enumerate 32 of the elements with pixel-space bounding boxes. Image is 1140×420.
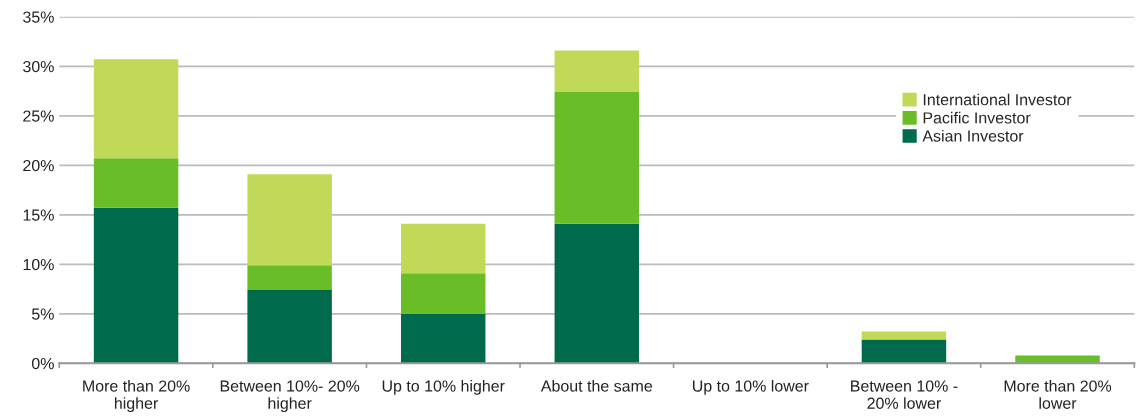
bar: [554, 92, 640, 224]
bar: [400, 273, 486, 314]
y-tick-label: 25%: [23, 110, 54, 122]
y-tick-label: 30%: [23, 60, 54, 73]
y-tick-label: 0%: [31, 357, 54, 370]
bar: [554, 50, 640, 93]
y-tick-label: 15%: [23, 209, 54, 221]
legend-label: International Investor: [923, 93, 1072, 106]
x-tick-label: About the same: [540, 379, 653, 392]
bar: [400, 223, 486, 274]
bar: [247, 174, 332, 266]
legend-label: Pacific Investor: [923, 111, 1031, 124]
y-tick-label: 35%: [23, 11, 54, 23]
bar: [93, 158, 179, 208]
x-tick-label: Between 10% - 20% lower: [851, 380, 958, 409]
bar: [400, 313, 486, 364]
x-tick-label: Between 10%- 20% higher: [220, 380, 360, 413]
x-tick-label: Up to 10% lower: [693, 379, 809, 395]
x-tick-label: Up to 10% higher: [382, 379, 505, 395]
bar: [554, 223, 640, 364]
legend-label: Asian Investor: [922, 129, 1024, 142]
x-tick-label: More than 20% higher: [83, 379, 190, 413]
bar: [93, 207, 179, 364]
bar: [861, 331, 947, 340]
bar: [247, 265, 332, 291]
bar: [93, 59, 179, 159]
y-tick-label: 10%: [23, 258, 54, 271]
y-tick-label: 5%: [31, 308, 54, 320]
x-tick-label: More than 20% lower: [1004, 379, 1112, 409]
y-tick-label: 20%: [23, 159, 54, 172]
bar: [861, 339, 947, 364]
bar: [247, 290, 332, 364]
